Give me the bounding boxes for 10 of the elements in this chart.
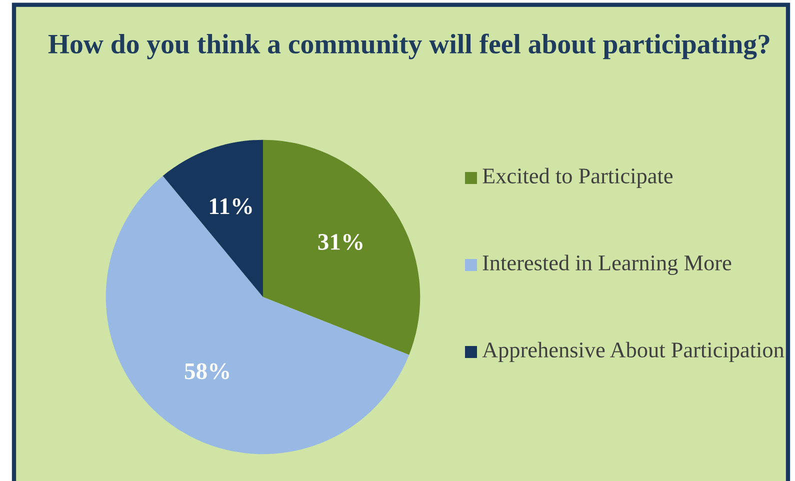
- pie-slice: [106, 176, 410, 454]
- data-label: 11%: [210, 198, 252, 214]
- chart-title: How do you think a community will feel about participating?: [48, 34, 770, 60]
- pie-slice: [162, 140, 263, 297]
- legend-label: Apprehensive About Participation: [482, 342, 784, 362]
- data-label: 31%: [318, 234, 362, 250]
- legend-label: Excited to Participate: [482, 168, 673, 188]
- pie-slice: [263, 140, 420, 355]
- legend-label: Interested in Learning More: [482, 254, 732, 275]
- data-label: 58%: [184, 363, 229, 380]
